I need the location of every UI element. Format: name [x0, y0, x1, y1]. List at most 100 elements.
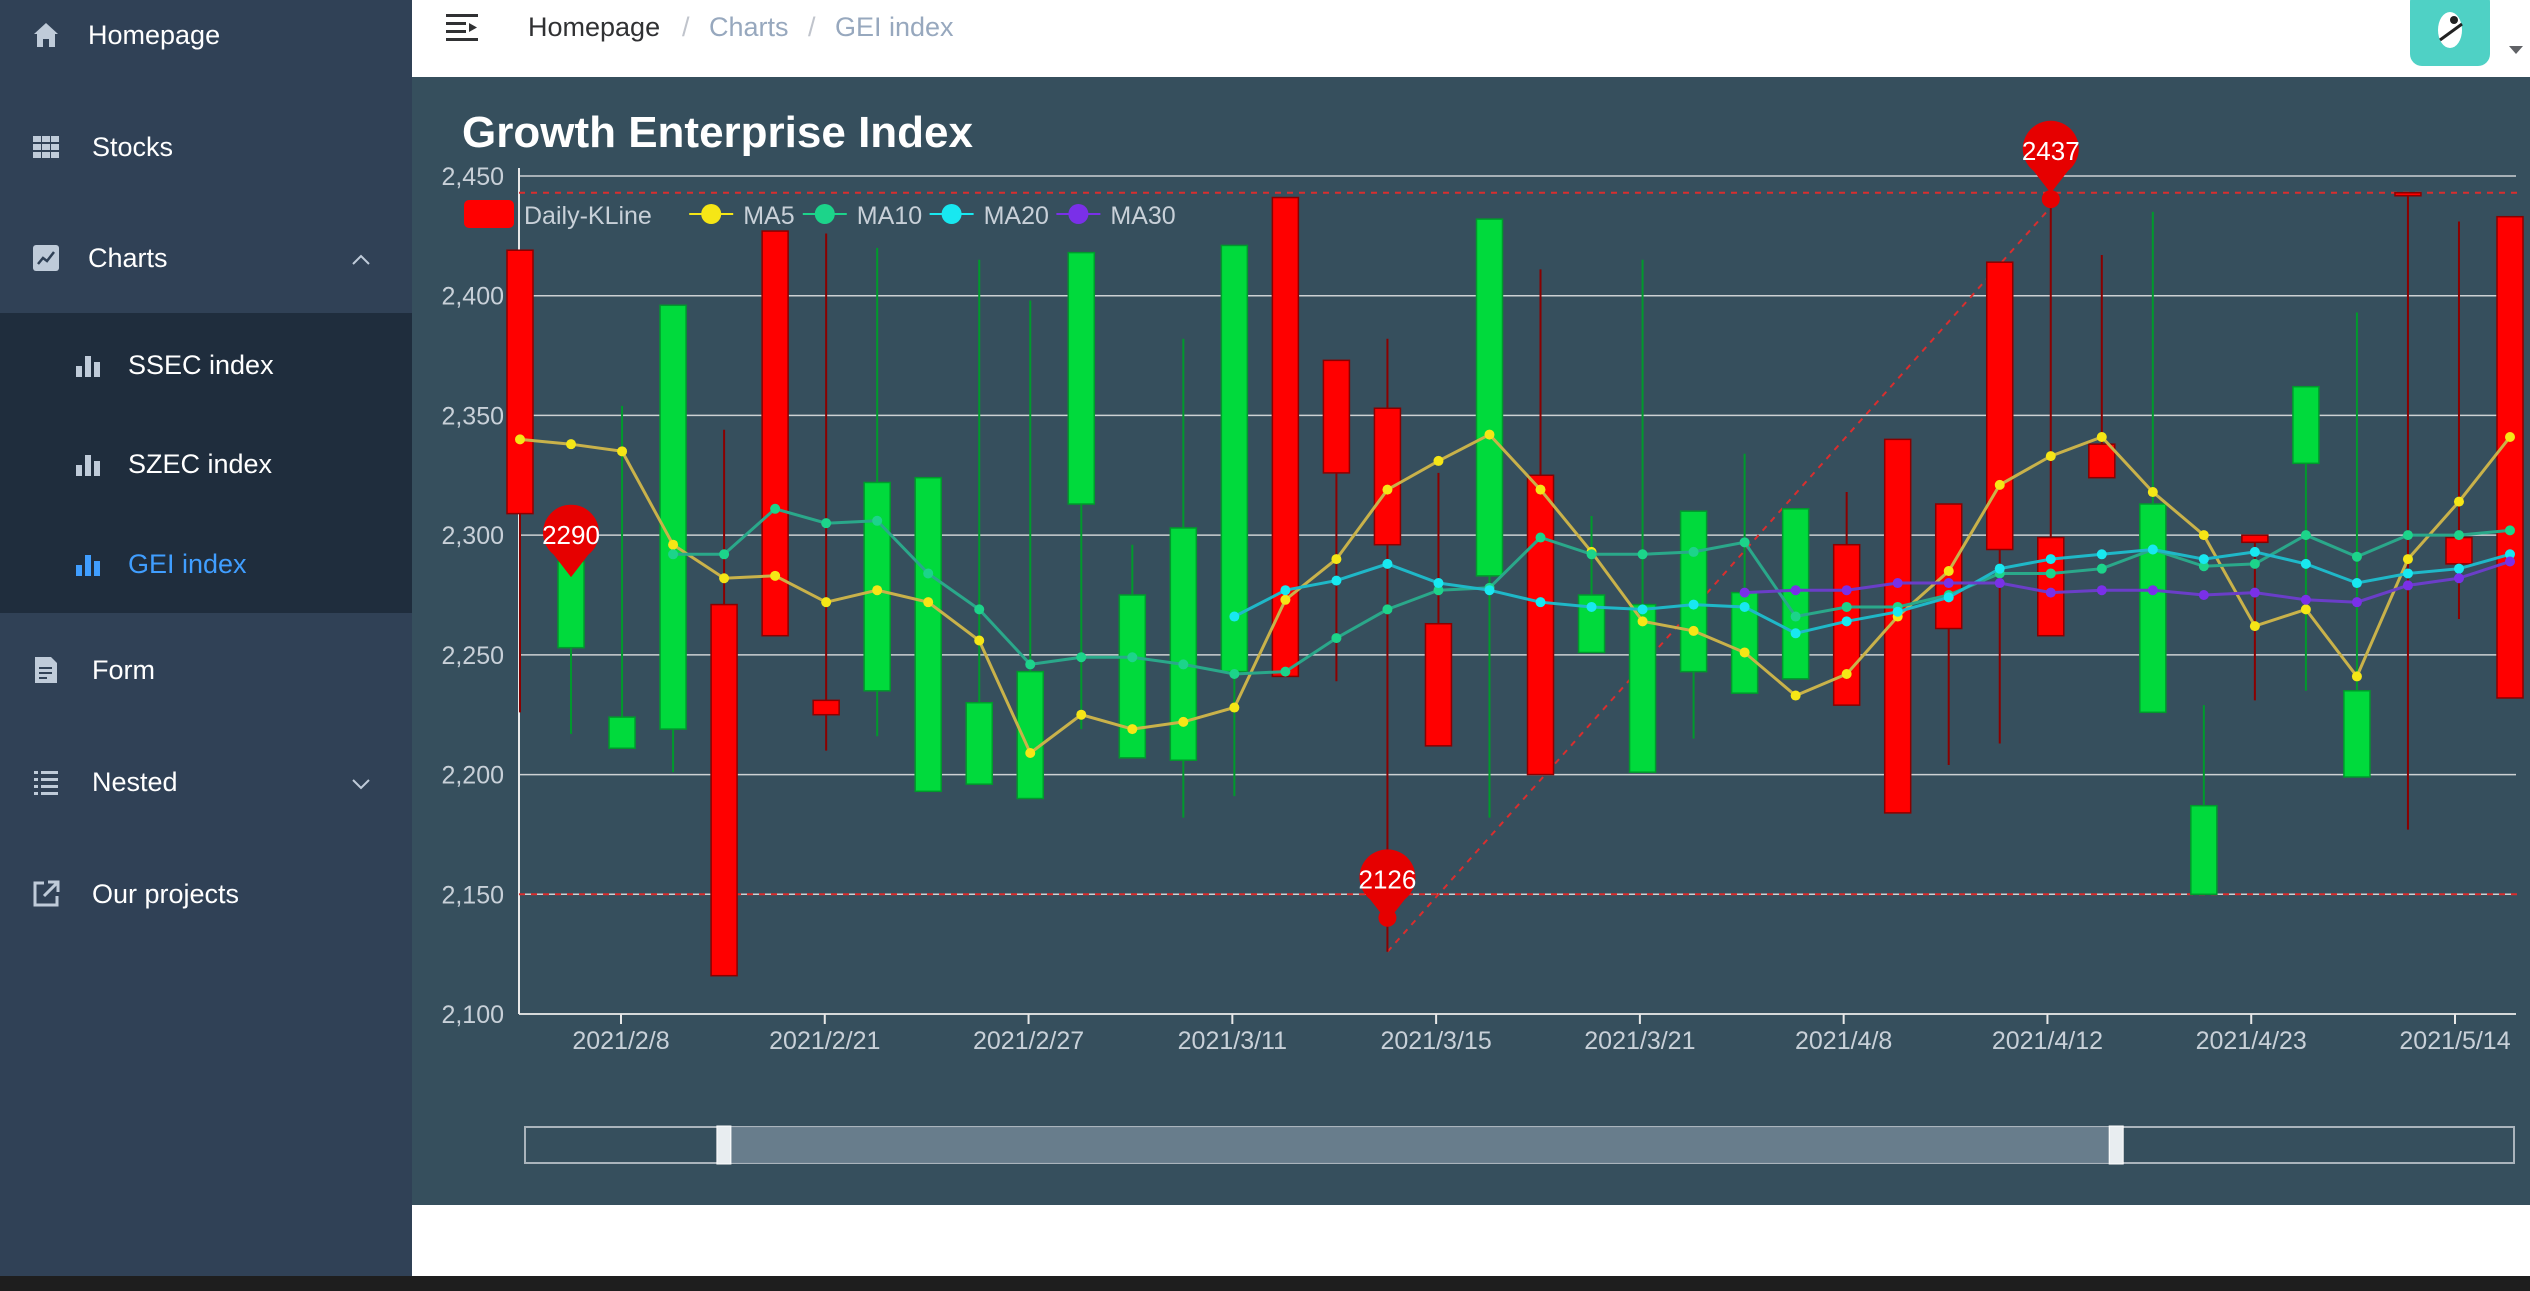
candle[interactable]	[2445, 221, 2473, 619]
candle[interactable]	[2394, 192, 2422, 830]
ma5-point	[1994, 479, 2005, 490]
breadcrumb-item-charts[interactable]: Charts	[709, 12, 789, 42]
y-tick-label: 2,300	[441, 522, 504, 550]
caret-down-icon[interactable]	[2508, 42, 2524, 60]
ma5-point	[1178, 716, 1189, 727]
candle[interactable]	[914, 476, 942, 793]
candle[interactable]	[2139, 211, 2167, 714]
sidebar-item-stocks[interactable]: Stocks	[0, 112, 412, 182]
markline-end-dot	[1378, 908, 1397, 927]
mark-point-pin[interactable]: 2290	[542, 504, 600, 578]
breadcrumb-item-homepage[interactable]: Homepage	[528, 12, 661, 42]
breadcrumb-item-gei-index: GEI index	[835, 12, 954, 42]
ma30-point	[2096, 585, 2107, 596]
candle[interactable]	[2088, 255, 2116, 479]
ma20-point	[1739, 601, 1750, 612]
datazoom-handle-left[interactable]	[716, 1125, 732, 1165]
candle[interactable]	[506, 249, 534, 713]
candle[interactable]	[659, 304, 687, 773]
sidebar-item-homepage[interactable]: Homepage	[0, 0, 412, 70]
candle[interactable]	[2190, 705, 2218, 896]
candle[interactable]	[863, 247, 891, 737]
candle[interactable]	[812, 233, 840, 751]
legend-item[interactable]: MA30	[1056, 202, 1176, 230]
ma5-point	[1025, 748, 1036, 759]
legend-label: MA30	[1110, 202, 1175, 230]
candle[interactable]	[1067, 251, 1096, 730]
chart-title: Growth Enterprise Index	[462, 108, 974, 157]
candle[interactable]	[1526, 269, 1555, 776]
pin-shape	[543, 504, 600, 578]
legend-item[interactable]: MA5	[689, 202, 795, 230]
candle[interactable]	[1220, 244, 1249, 797]
candle[interactable]	[1475, 218, 1504, 818]
ma10-point	[1229, 669, 1240, 680]
avatar[interactable]	[2410, 0, 2490, 66]
sidebar-item-nested[interactable]: Nested	[0, 747, 412, 817]
ma30-point	[2198, 590, 2209, 600]
candle-body	[659, 304, 687, 730]
navbar: Homepage / Charts / GEI index	[412, 0, 2530, 77]
ma5-point	[1943, 566, 1954, 577]
candle[interactable]	[1016, 300, 1045, 800]
candle-body	[2394, 192, 2422, 197]
candle[interactable]	[1628, 259, 1657, 773]
candle-body	[1781, 508, 1810, 680]
candle[interactable]	[2496, 215, 2524, 699]
ma5-point	[2402, 554, 2413, 565]
legend-item[interactable]: MA10	[802, 202, 922, 230]
candle[interactable]	[1781, 508, 1810, 680]
sidebar-item-charts[interactable]: Charts	[0, 223, 412, 293]
sidebar-item-form[interactable]: Form	[0, 635, 412, 705]
candle[interactable]	[2343, 312, 2371, 778]
form-icon	[28, 652, 64, 688]
legend-item[interactable]: Daily-KLine	[464, 200, 652, 230]
breadcrumb-separator: /	[808, 12, 816, 42]
candle-body	[1322, 359, 1351, 474]
ma10-point	[872, 515, 883, 526]
mark-point-pin[interactable]: 2437	[2022, 120, 2080, 194]
candle[interactable]	[1322, 359, 1351, 682]
kline-chart[interactable]: Growth Enterprise Index Daily-KLine MA5 MA…	[412, 77, 2530, 1205]
ma10-point	[668, 549, 679, 560]
ma5-point	[872, 585, 883, 596]
sidebar-item-our-projects[interactable]: Our projects	[0, 859, 412, 929]
candle[interactable]	[2292, 385, 2320, 691]
candle[interactable]	[608, 405, 636, 749]
candle[interactable]	[1934, 503, 1963, 765]
ma30-point	[1892, 578, 1903, 589]
candle[interactable]	[1577, 515, 1606, 654]
candle[interactable]	[1424, 472, 1453, 747]
x-tick-label: 2021/4/8	[1795, 1027, 1892, 1055]
bar-chart-icon	[70, 546, 106, 582]
ma10-point	[2249, 558, 2260, 569]
candle[interactable]	[1169, 338, 1198, 818]
mark-point-pin[interactable]: 2126	[1359, 849, 1417, 922]
candle-body	[2088, 443, 2116, 479]
ma5-point	[719, 573, 730, 584]
candle[interactable]	[965, 259, 993, 785]
candle[interactable]	[761, 230, 789, 637]
datazoom-window[interactable]	[723, 1127, 2117, 1163]
ma5-point	[2505, 431, 2515, 442]
candle[interactable]	[710, 429, 738, 977]
ma10-point	[1739, 537, 1750, 548]
candle[interactable]	[1679, 510, 1708, 739]
candle-body	[812, 699, 840, 716]
hamburger-icon[interactable]	[446, 12, 480, 47]
sidebar-item-ssec-index[interactable]: SSEC index	[0, 330, 412, 400]
chart-container: Growth Enterprise Index Daily-KLine MA5 MA…	[412, 77, 2530, 1205]
ma30-point	[2249, 587, 2260, 598]
list-icon	[28, 764, 64, 800]
datazoom-handle-right[interactable]	[2108, 1125, 2124, 1165]
candle-body	[2343, 690, 2371, 778]
sidebar-item-szec-index[interactable]: SZEC index	[0, 429, 412, 499]
candle-body	[1220, 244, 1249, 673]
candle[interactable]	[557, 560, 585, 734]
sidebar-item-label: Homepage	[88, 19, 221, 50]
sidebar-item-gei-index[interactable]: GEI index	[0, 529, 412, 599]
x-tick-label: 2021/3/21	[1584, 1027, 1695, 1055]
candle[interactable]	[2037, 207, 2065, 637]
legend-item[interactable]: MA20	[929, 202, 1049, 230]
ma30-point	[1943, 578, 1954, 589]
